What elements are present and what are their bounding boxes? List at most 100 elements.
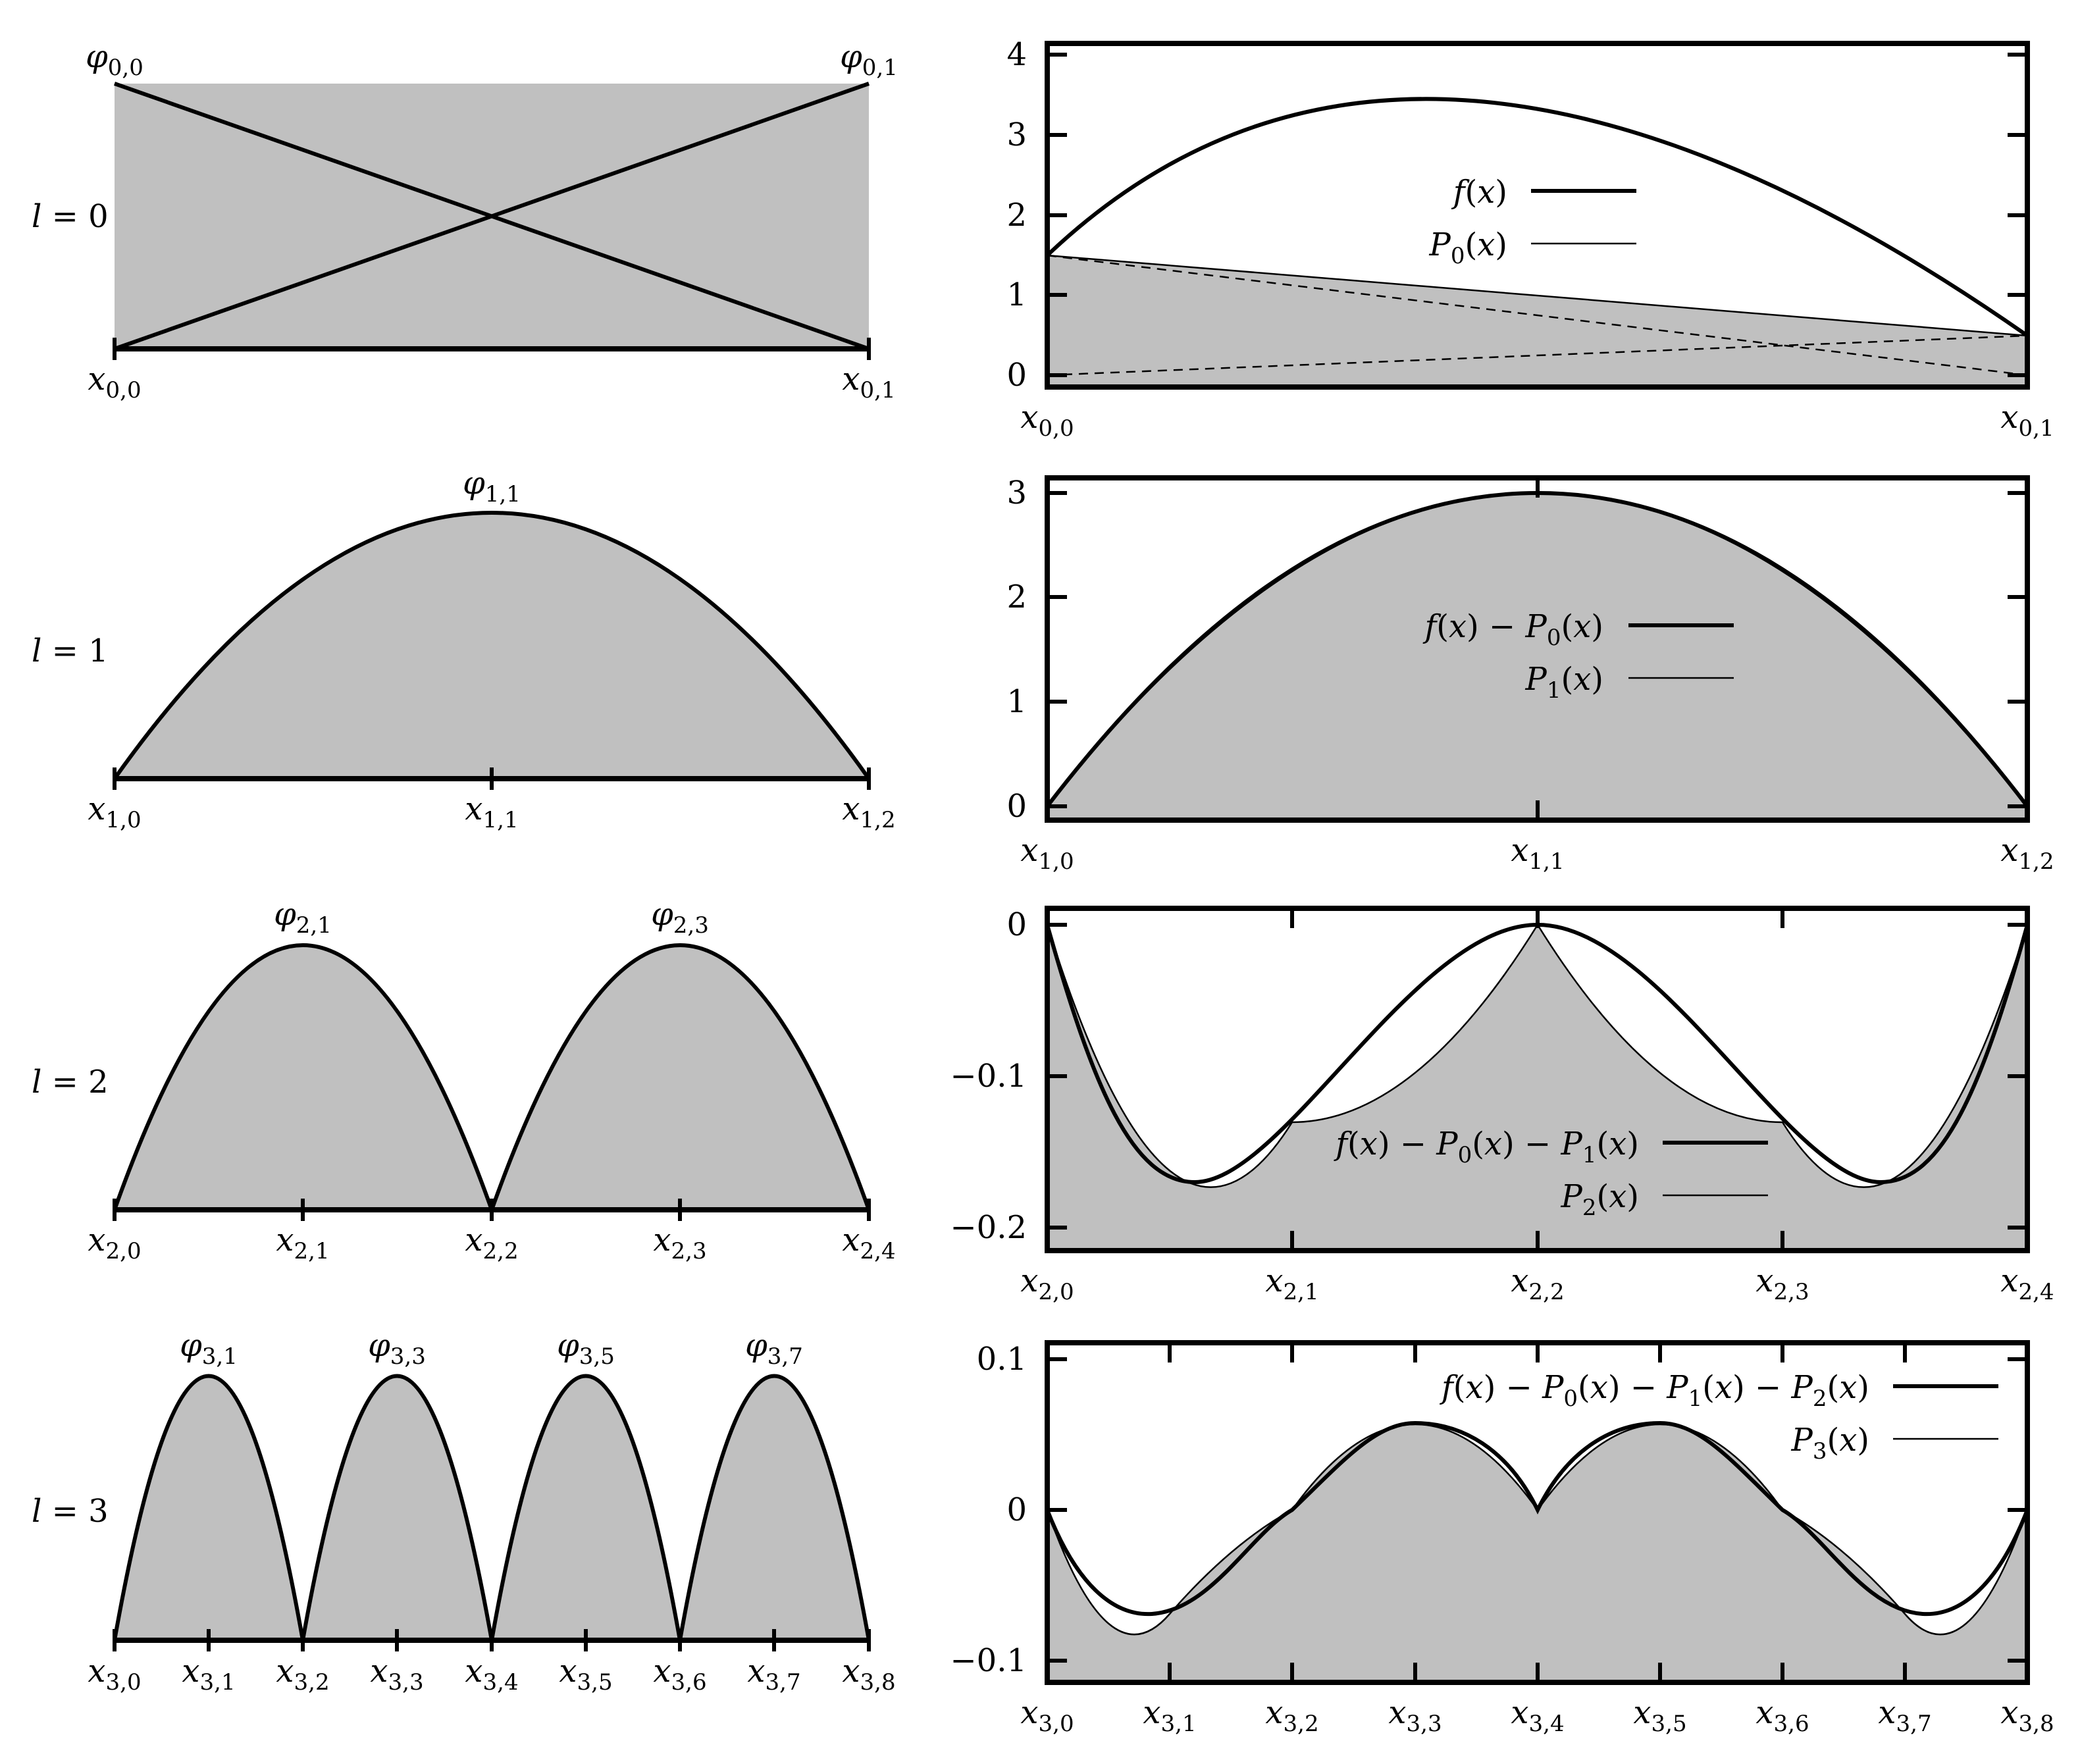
phi-3-7-label: φ3,7 [745, 1327, 803, 1370]
x-2-0-label: x2,0 [88, 1222, 141, 1264]
basis-l3-phi31-curve [113, 1374, 305, 1641]
phi-0-1-label: φ0,1 [840, 38, 898, 81]
basis-l2-level-label: l = 2 [32, 1064, 109, 1101]
approx-l1-legend-p1-label: P1(x) [1525, 661, 1603, 704]
x-3-1-label: x3,1 [182, 1653, 235, 1696]
x-3-5-label: x3,5 [559, 1653, 612, 1696]
approx-x-2-0-label: x2,0 [1020, 1262, 1074, 1305]
approx-x-3-8-label: x3,8 [2000, 1694, 2054, 1737]
approx-l0-p0-line [1047, 254, 2028, 337]
approx-l0-ylabel-4: 4 [1006, 36, 1027, 73]
approx-l0-legend-p0-label: P0(x) [1429, 226, 1507, 269]
approx-l3-legend-p3-label: P3(x) [1791, 1422, 1869, 1465]
approx-l0-ylabel-1: 1 [1006, 276, 1027, 313]
approx-x-2-2-label: x2,2 [1511, 1262, 1564, 1305]
x-0-0-label: x0,0 [88, 361, 141, 403]
approx-x-0-1-label: x0,1 [2000, 399, 2054, 442]
approx-x-3-7-label: x3,7 [1878, 1694, 1931, 1737]
basis-l3-fill [115, 1376, 869, 1640]
approx-x-3-0-label: x3,0 [1020, 1694, 1074, 1737]
approx-l2-ylabel-0: 0 [1006, 906, 1027, 943]
approx-l0-yticks [1047, 53, 2027, 377]
x-3-3-label: x3,3 [370, 1653, 423, 1696]
approx-l2-ylabel-1: −0.1 [950, 1058, 1027, 1095]
basis-panel-l0: l = 0 φ0,0 φ0,1 x0,0 x0,1 [32, 38, 898, 403]
approx-l1-ylabel-3: 3 [1006, 475, 1027, 511]
x-2-1-label: x2,1 [276, 1222, 329, 1264]
x-1-1-label: x1,1 [465, 791, 518, 833]
approx-x-3-4-label: x3,4 [1511, 1694, 1564, 1737]
basis-l2-fill [115, 945, 869, 1210]
approx-l0-ylabel-3: 3 [1006, 117, 1027, 153]
x-2-3-label: x2,3 [653, 1222, 706, 1264]
approx-l3-legend-residual-label: f(x) − P0(x) − P1(x) − P2(x) [1440, 1369, 1869, 1412]
approx-x-1-1-label: x1,1 [1511, 832, 1564, 875]
basis-l0-phi01-line [114, 82, 870, 351]
x-1-0-label: x1,0 [88, 791, 141, 833]
approx-l3-ylabel-0: 0.1 [977, 1341, 1027, 1378]
approx-panel-l3: 0.1 0 −0.1 f(x) − P0(x) − P1(x) − P2(x) … [950, 1340, 2054, 1737]
x-2-4-label: x2,4 [842, 1222, 895, 1264]
phi-2-3-label: φ2,3 [651, 896, 709, 939]
x-3-6-label: x3,6 [653, 1653, 706, 1696]
approx-x-0-0-label: x0,0 [1020, 399, 1074, 442]
x-1-2-label: x1,2 [842, 791, 895, 833]
x-3-8-label: x3,8 [842, 1653, 895, 1696]
basis-l3-phi37-curve [678, 1374, 871, 1641]
basis-l0-level-label: l = 0 [32, 198, 109, 235]
approx-l3-p3-fill [1047, 1424, 2027, 1682]
approx-l1-legend-residual-label: f(x) − P0(x) [1422, 608, 1603, 651]
approx-x-2-4-label: x2,4 [2000, 1262, 2054, 1305]
approx-x-3-5-label: x3,5 [1633, 1694, 1686, 1737]
basis-l2-phi21-curve [113, 943, 494, 1211]
x-3-2-label: x3,2 [276, 1653, 329, 1696]
approx-x-2-3-label: x2,3 [1755, 1262, 1809, 1305]
approx-panel-l2: 0 −0.1 −0.2 f(x) − P0(x) − P1(x) P2(x) x… [950, 906, 2054, 1305]
approx-l2-ticks [1047, 908, 2027, 1251]
basis-panel-l2: l = 2 φ2,1 φ2,3 x2,0 x2,1 x2,2 x2,3 x2,4 [32, 896, 896, 1264]
x-2-2-label: x2,2 [465, 1222, 518, 1264]
phi-3-5-label: φ3,5 [557, 1327, 615, 1370]
approx-x-1-0-label: x1,0 [1020, 832, 1074, 875]
basis-l2-phi23-curve [490, 943, 871, 1211]
phi-3-3-label: φ3,3 [368, 1327, 426, 1370]
approx-panel-l1: 0 1 2 3 f(x) − P0(x) P1(x) x1,0 x1,1 x1,… [1006, 475, 2054, 875]
approx-l0-phi01-dashed [1047, 334, 2028, 376]
approx-l2-legend-p2-label: P2(x) [1561, 1178, 1639, 1221]
approx-l1-ticks [1047, 478, 2027, 820]
approx-l2-p2-fill [1047, 925, 2027, 1251]
approx-l0-ylabel-0: 0 [1006, 357, 1027, 394]
approx-x-3-3-label: x3,3 [1388, 1694, 1442, 1737]
basis-l1-level-label: l = 1 [32, 633, 109, 669]
approx-l0-legend-f-label: f(x) [1451, 174, 1507, 211]
approx-l2-ylabel-2: −0.2 [950, 1209, 1027, 1246]
approx-l3-ylabel-2: −0.1 [950, 1642, 1027, 1679]
approx-l1-ylabel-2: 2 [1006, 579, 1027, 615]
approx-l3-ticks [1047, 1343, 2027, 1682]
basis-panel-l1: l = 1 φ1,1 x1,0 x1,1 x1,2 [32, 465, 896, 833]
basis-l3-phi35-curve [490, 1374, 682, 1641]
approx-x-1-2-label: x1,2 [2000, 832, 2054, 875]
approx-l3-ylabel-1: 0 [1006, 1492, 1027, 1528]
approx-l0-p0-fill [1047, 255, 2027, 387]
approx-x-3-6-label: x3,6 [1755, 1694, 1809, 1737]
x-3-0-label: x3,0 [88, 1653, 141, 1696]
x-3-4-label: x3,4 [465, 1653, 518, 1696]
approx-panel-l0: 0 1 2 3 4 f(x) P0(x) x0,0 x0,1 [1006, 36, 2054, 442]
approx-x-3-1-label: x3,1 [1143, 1694, 1196, 1737]
approx-x-2-1-label: x2,1 [1265, 1262, 1318, 1305]
approx-l0-phi00-dashed [1047, 254, 2028, 376]
phi-3-1-label: φ3,1 [180, 1327, 238, 1370]
basis-l3-level-label: l = 3 [32, 1493, 109, 1530]
approx-l1-ylabel-0: 0 [1006, 788, 1027, 825]
phi-2-1-label: φ2,1 [274, 896, 332, 939]
basis-panel-l3: l = 3 φ3,1 φ3,3 φ3,5 φ3,7 x3,0 x3,1 x3,2… [32, 1327, 896, 1696]
approx-l1-p1-fill [1047, 493, 2027, 820]
basis-l1-phi11-curve [113, 511, 871, 780]
x-3-7-label: x3,7 [747, 1653, 800, 1696]
x-0-1-label: x0,1 [842, 361, 895, 403]
phi-1-1-label: φ1,1 [463, 465, 521, 507]
basis-l3-phi33-curve [301, 1374, 494, 1641]
approx-l3-residual-curve [1045, 1420, 2029, 1617]
approx-l0-f-curve [1045, 97, 2029, 338]
